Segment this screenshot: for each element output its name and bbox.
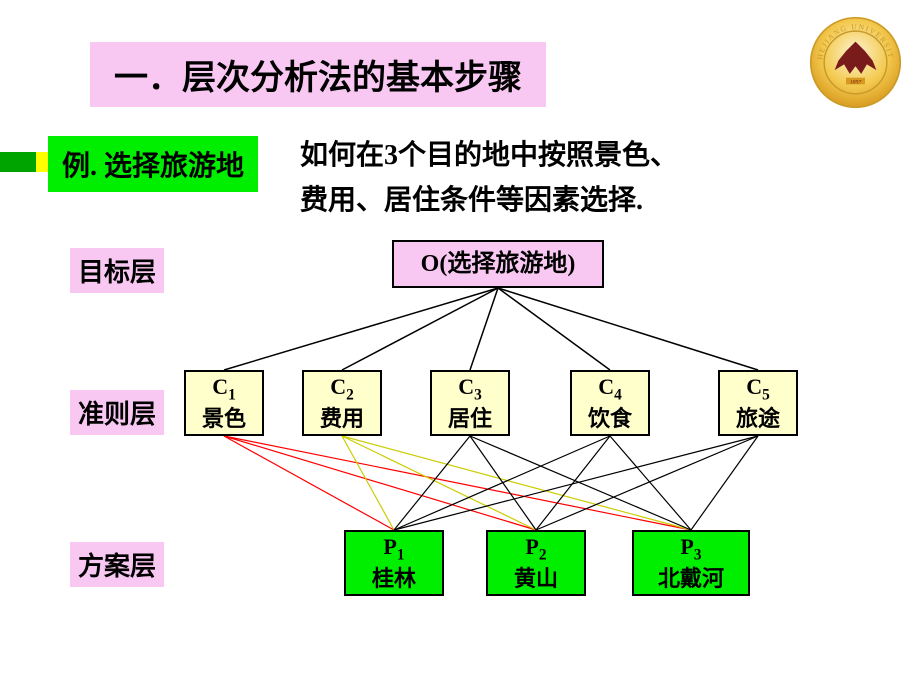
layer-label-criteria: 准则层 xyxy=(70,390,164,435)
accent-bar-green xyxy=(0,152,36,172)
example-label: 例. 选择旅游地 xyxy=(48,136,258,192)
layer-label-plan: 方案层 xyxy=(70,542,164,587)
node-criterion-c2: C2费用 xyxy=(302,370,382,436)
page-title: 一．层次分析法的基本步骤 xyxy=(90,42,546,107)
node-plan-p1: P1桂林 xyxy=(344,530,444,596)
node-criterion-c1: C1景色 xyxy=(184,370,264,436)
layer-label-target: 目标层 xyxy=(70,248,164,293)
node-criterion-c3: C3居住 xyxy=(430,370,510,436)
node-criterion-c5: C5旅途 xyxy=(718,370,798,436)
description-text: 如何在3个目的地中按照景色、 费用、居住条件等因素选择. xyxy=(300,134,678,224)
node-objective: O(选择旅游地) xyxy=(392,240,604,288)
description-line2: 费用、居住条件等因素选择. xyxy=(300,179,678,224)
accent-bar-yellow xyxy=(36,152,48,172)
svg-text:1897: 1897 xyxy=(850,79,863,85)
description-line1: 如何在3个目的地中按照景色、 xyxy=(300,134,678,179)
node-plan-p3: P3北戴河 xyxy=(632,530,750,596)
node-criterion-c4: C4饮食 xyxy=(570,370,650,436)
university-logo: ZHEJIANG UNIVERSITY 1897 xyxy=(808,15,903,110)
node-plan-p2: P2黄山 xyxy=(486,530,586,596)
